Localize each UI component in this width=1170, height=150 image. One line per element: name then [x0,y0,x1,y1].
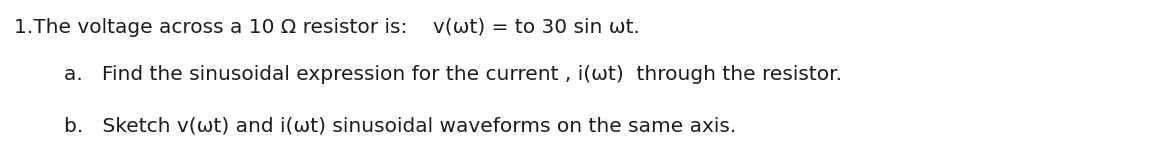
Text: a.   Find the sinusoidal expression for the current , i(ωt)  through the resisto: a. Find the sinusoidal expression for th… [64,66,842,84]
Text: 1.The voltage across a 10 Ω resistor is:    v(ωt) = to 30 sin ωt.: 1.The voltage across a 10 Ω resistor is:… [14,18,640,36]
Text: b.   Sketch v(ωt) and i(ωt) sinusoidal waveforms on the same axis.: b. Sketch v(ωt) and i(ωt) sinusoidal wav… [64,117,737,135]
